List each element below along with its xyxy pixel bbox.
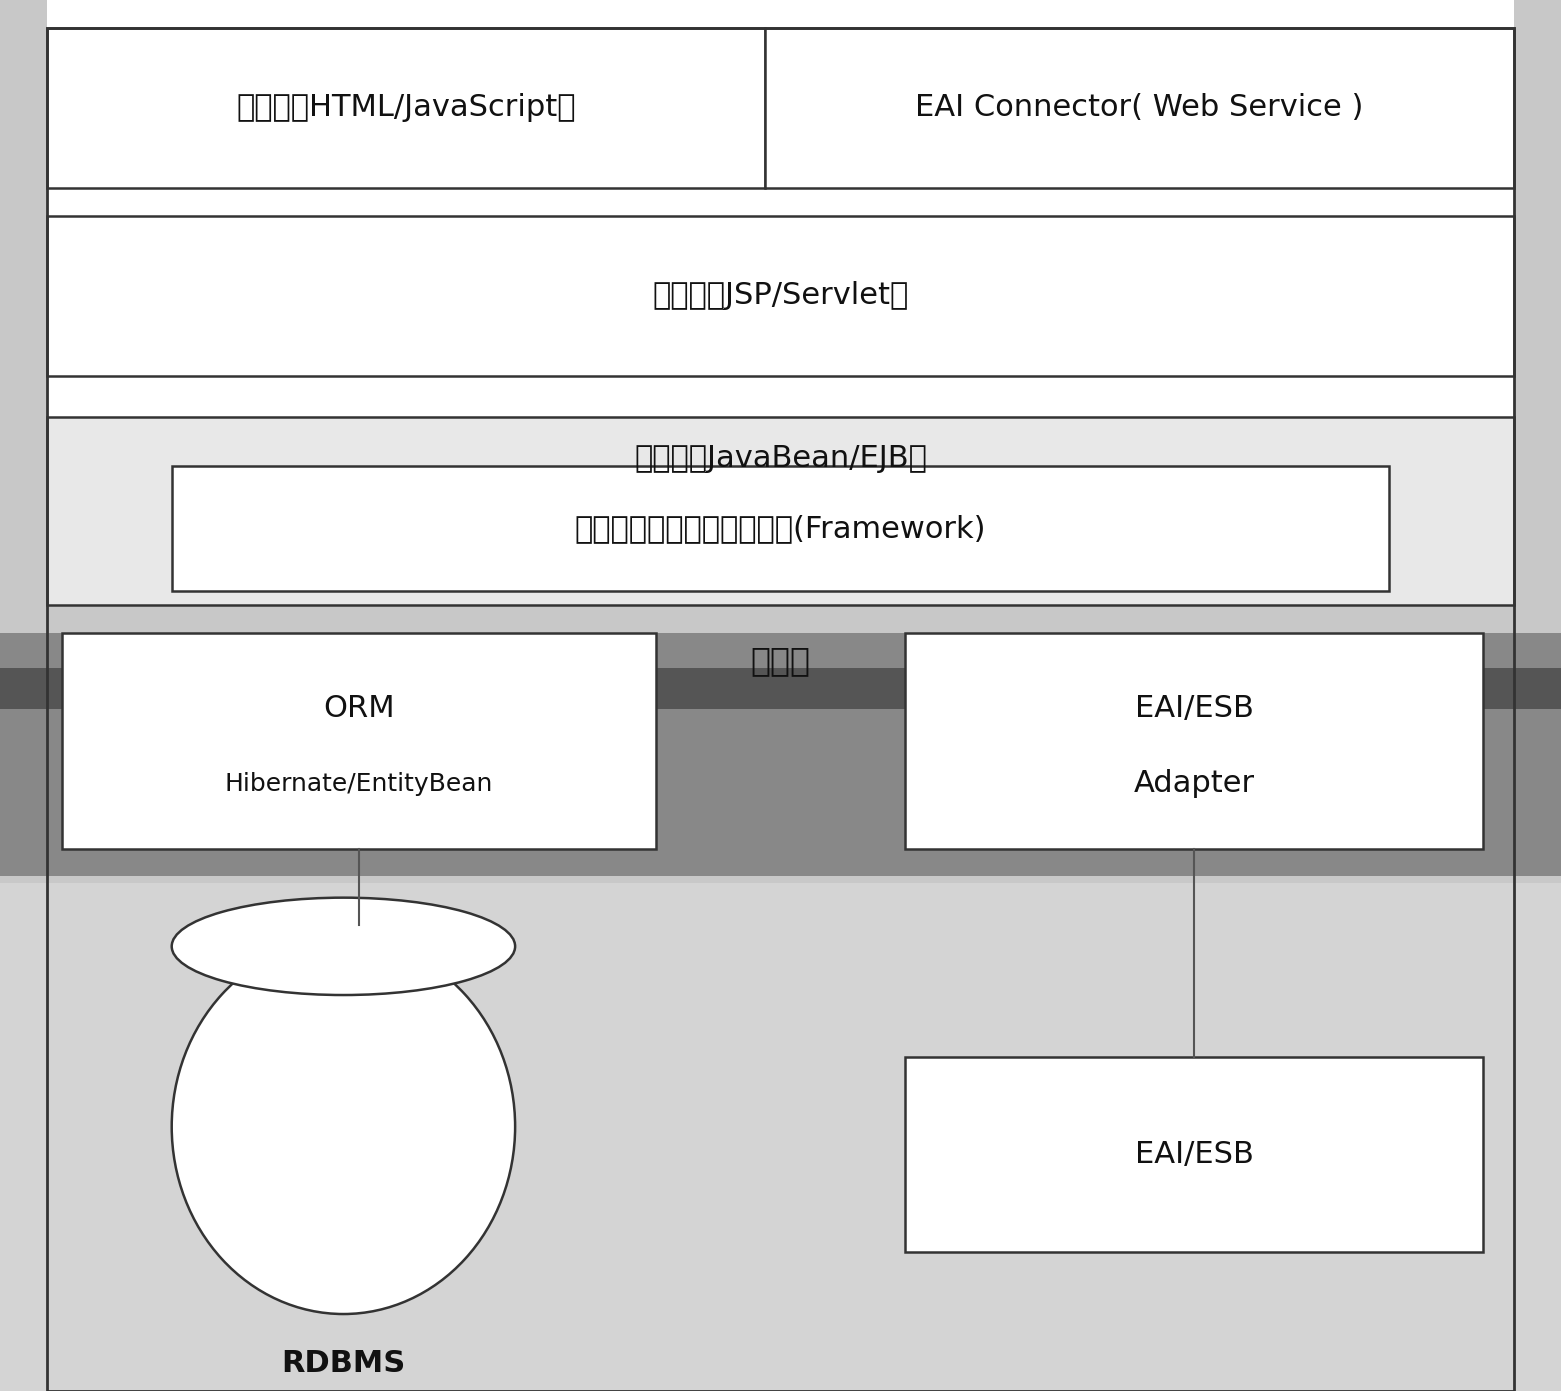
Text: 客户层（HTML/JavaScript）: 客户层（HTML/JavaScript）: [236, 93, 576, 122]
Text: EAI/ESB: EAI/ESB: [1135, 1141, 1253, 1168]
Text: 表示层（JSP/Servlet）: 表示层（JSP/Servlet）: [652, 281, 909, 310]
Bar: [47, 28, 765, 188]
Bar: [47, 417, 1514, 605]
Text: Hibernate/EntityBean: Hibernate/EntityBean: [225, 772, 493, 796]
Bar: [765, 28, 1514, 188]
Bar: [62, 633, 656, 849]
Text: 移动商务管理平台基础框架(Framework): 移动商务管理平台基础框架(Framework): [574, 515, 987, 542]
Bar: [905, 633, 1483, 849]
Bar: [172, 466, 1389, 591]
Ellipse shape: [172, 939, 515, 1314]
Text: EAI Connector( Web Service ): EAI Connector( Web Service ): [915, 93, 1364, 122]
Text: RDBMS: RDBMS: [281, 1349, 406, 1378]
Text: 应用层（JavaBean/EJB）: 应用层（JavaBean/EJB）: [634, 444, 927, 473]
Text: 集成层: 集成层: [751, 644, 810, 677]
Text: EAI/ESB: EAI/ESB: [1135, 694, 1253, 723]
Bar: [47, 0, 1514, 605]
Bar: [0, 633, 1561, 876]
Text: Adapter: Adapter: [1133, 769, 1255, 798]
Ellipse shape: [172, 897, 515, 995]
Bar: [0, 883, 1561, 1391]
Text: ORM: ORM: [323, 694, 395, 723]
Bar: [905, 1057, 1483, 1252]
Bar: [0, 668, 1561, 709]
Bar: [47, 216, 1514, 376]
